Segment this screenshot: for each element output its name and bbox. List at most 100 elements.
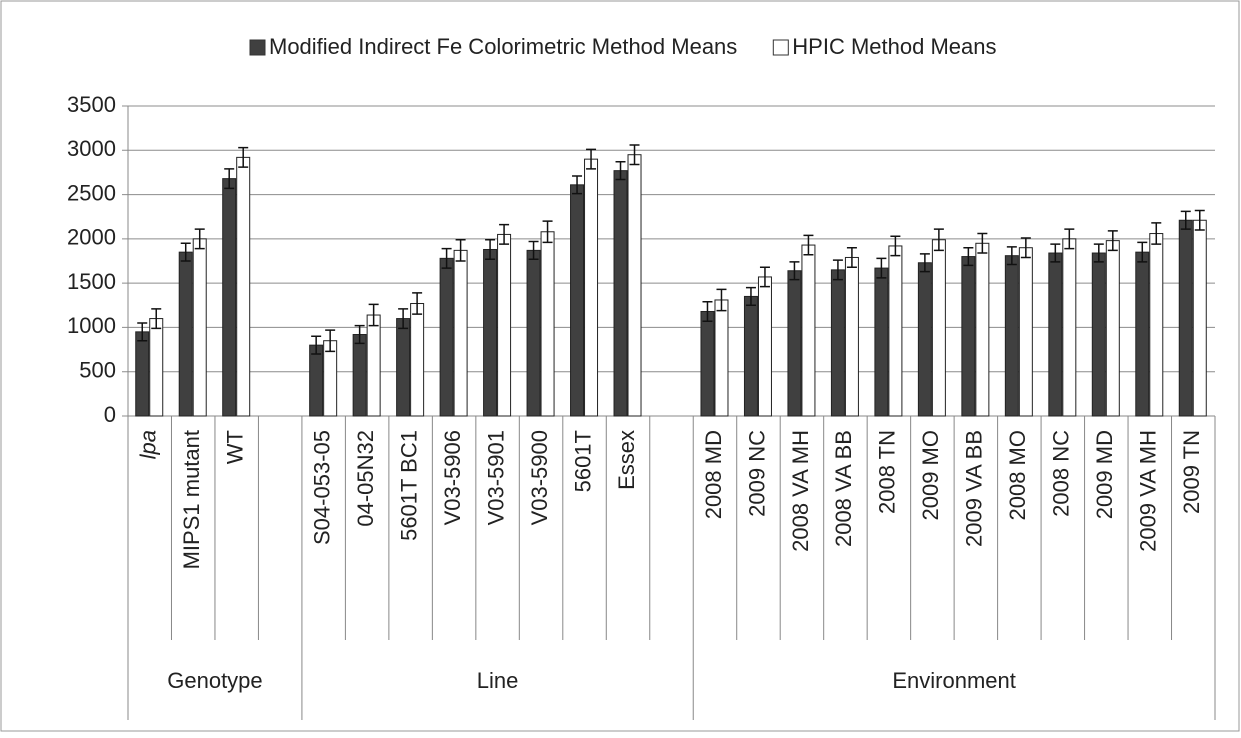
bar: [975, 242, 990, 417]
error-bar: [1194, 209, 1205, 231]
error-bar: [224, 168, 235, 190]
error-bar: [846, 246, 857, 268]
x-tick-label: 2009 MD: [1092, 430, 1117, 519]
x-tick-label: WT: [223, 430, 248, 464]
error-bar: [485, 238, 496, 260]
error-bar: [933, 228, 944, 252]
x-tick-label: 2008 VA MH: [788, 430, 813, 552]
legend-label: HPIC Method Means: [792, 34, 996, 59]
error-bar: [238, 146, 249, 168]
x-tick-label: V03-5901: [483, 430, 508, 525]
y-tick-label: 0: [104, 402, 116, 427]
bar: [366, 314, 381, 417]
error-bar: [702, 300, 713, 322]
bar: [352, 334, 367, 417]
bar: [540, 231, 555, 417]
bar: [453, 249, 468, 417]
x-tick-label: 2008 NC: [1049, 430, 1074, 517]
y-tick-label: 2500: [67, 180, 116, 205]
legend-swatch: [772, 39, 789, 56]
error-bar: [542, 220, 553, 244]
error-bar: [325, 329, 336, 353]
x-tick-label: 2009 MO: [918, 430, 943, 521]
x-tick-label: MIPS1 mutant: [179, 430, 204, 569]
bar: [222, 178, 237, 417]
error-bar: [586, 148, 597, 170]
x-tick-label: lpa: [136, 430, 161, 459]
error-bar: [455, 238, 466, 262]
error-bar: [180, 242, 191, 262]
error-bar: [890, 235, 901, 257]
error-bar: [919, 253, 930, 273]
error-bar: [499, 223, 510, 245]
error-bar: [151, 308, 162, 330]
error-bar: [1137, 241, 1148, 263]
error-bar: [1020, 237, 1031, 259]
error-bar: [977, 232, 988, 254]
x-tick-label: 2008 VA BB: [831, 430, 856, 547]
bar: [1048, 252, 1063, 417]
error-bar: [716, 288, 727, 312]
error-bar: [1064, 228, 1075, 250]
error-bar: [398, 308, 409, 330]
x-tick-label: 04-05N32: [353, 430, 378, 527]
legend-label: Modified Indirect Fe Colorimetric Method…: [269, 34, 737, 59]
error-bar: [876, 257, 887, 279]
bar: [483, 248, 498, 417]
x-tick-label: 5601T BC1: [396, 430, 421, 541]
error-bar: [629, 144, 640, 166]
error-bar: [528, 240, 539, 260]
x-tick-label: 2008 TN: [875, 430, 900, 514]
bar: [236, 156, 251, 417]
bar: [410, 303, 425, 417]
bar: [787, 270, 802, 417]
error-bar: [745, 286, 756, 307]
group-label: Line: [477, 668, 519, 693]
error-bar: [311, 335, 322, 355]
bar: [1192, 219, 1207, 417]
bar: [874, 267, 889, 417]
error-bar: [803, 234, 814, 256]
error-bar: [832, 259, 843, 281]
bar: [135, 331, 150, 417]
bar: [178, 251, 193, 417]
error-bar: [1151, 222, 1162, 245]
error-bar: [615, 161, 626, 181]
error-bar: [354, 324, 365, 345]
bar: [1062, 238, 1077, 417]
x-tick-label: Essex: [614, 430, 639, 490]
bar: [439, 257, 454, 417]
bar: [700, 310, 715, 417]
error-bar: [441, 247, 452, 269]
x-tick-label: 2009 VA MH: [1136, 430, 1161, 552]
bar: [149, 318, 164, 417]
bar: [526, 249, 541, 417]
group-label: Environment: [892, 668, 1016, 693]
bar: [1135, 251, 1150, 417]
x-tick-label: V03-5906: [440, 430, 465, 525]
bar: [844, 256, 859, 417]
bar: [931, 239, 946, 417]
error-bar: [412, 292, 423, 315]
bar: [497, 233, 512, 417]
bar: [714, 299, 729, 417]
x-tick-label: 2008 MO: [1005, 430, 1030, 521]
y-tick-label: 3000: [67, 136, 116, 161]
group-label: Genotype: [167, 668, 262, 693]
error-bar: [1107, 230, 1118, 252]
bar: [1149, 233, 1164, 417]
bar: [961, 256, 976, 417]
bar: [1178, 219, 1193, 417]
y-tick-label: 500: [79, 358, 116, 383]
error-bar: [963, 246, 974, 267]
error-bar: [194, 228, 205, 250]
error-bar: [572, 175, 583, 195]
error-bar: [368, 303, 379, 327]
x-tick-label: 2009 VA BB: [962, 430, 987, 547]
error-bar: [1006, 246, 1017, 266]
y-tick-label: 1500: [67, 269, 116, 294]
x-tick-label: 2009 TN: [1179, 430, 1204, 514]
legend-swatch: [249, 39, 266, 56]
y-tick-label: 1000: [67, 313, 116, 338]
error-bar: [1180, 210, 1191, 230]
